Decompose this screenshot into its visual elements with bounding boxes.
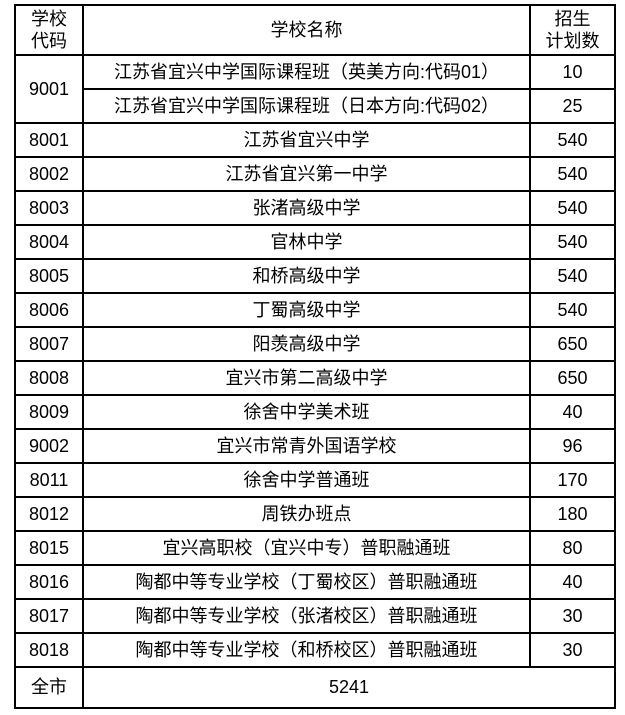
- plan-count-cell: 540: [529, 122, 616, 158]
- table-row: 8009 徐舍中学美术班 40: [14, 394, 616, 430]
- school-code-cell: 8015: [14, 530, 84, 566]
- school-code-cell: 8012: [14, 496, 84, 532]
- table-row: 江苏省宜兴中学国际课程班（日本方向:代码02） 25: [15, 88, 616, 124]
- plan-count-cell: 170: [529, 462, 616, 498]
- school-name-cell: 阳羡高级中学: [82, 326, 531, 362]
- school-code-cell: 9001: [14, 54, 84, 124]
- school-name-cell: 丁蜀高级中学: [82, 292, 531, 328]
- plan-count-cell: 180: [529, 496, 616, 532]
- plan-count-cell: 650: [529, 326, 616, 362]
- school-code-cell: 8018: [14, 632, 84, 668]
- school-code-cell: 8001: [14, 122, 84, 158]
- school-code-cell: 9002: [14, 428, 84, 464]
- plan-count-cell: 540: [529, 156, 616, 192]
- table-row: 8005 和桥高级中学 540: [14, 258, 616, 294]
- header-plan-count-line2: 计划数: [545, 31, 600, 51]
- header-school-code-line1: 学校: [31, 8, 67, 29]
- school-code-cell: 8005: [14, 258, 84, 294]
- plan-count-cell: 540: [529, 292, 616, 328]
- plan-count-cell: 540: [529, 190, 616, 226]
- plan-count-cell: 650: [529, 360, 616, 396]
- table-row: 8007 阳羡高级中学 650: [14, 326, 616, 362]
- school-code-cell: 8003: [14, 190, 84, 226]
- table-row: 8003 张渚高级中学 540: [14, 190, 616, 226]
- plan-count-cell: 96: [529, 428, 616, 464]
- school-code-cell: 8008: [14, 360, 84, 396]
- school-name-cell: 宜兴市常青外国语学校: [82, 428, 531, 464]
- school-name-cell: 陶都中等专业学校（张渚校区）普职融通班: [82, 598, 531, 634]
- plan-count-cell: 25: [529, 88, 616, 124]
- table-row: 8011 徐舍中学普通班 170: [14, 462, 616, 498]
- school-code-cell: 8006: [14, 292, 84, 328]
- table-footer-row: 全市 5241: [14, 666, 616, 709]
- plan-count-cell: 540: [529, 258, 616, 294]
- school-name-cell: 宜兴高职校（宜兴中专）普职融通班: [82, 530, 531, 566]
- header-plan-count: 招生 计划数: [529, 4, 616, 56]
- admission-plan-table: 学校 代码 学校名称 招生 计划数 9001 江苏省宜兴中学国际课程班（英美方向…: [14, 4, 616, 709]
- table-row: 8002 江苏省宜兴第一中学 540: [14, 156, 616, 192]
- plan-count-cell: 40: [529, 564, 616, 600]
- school-code-cell: 8016: [14, 564, 84, 600]
- school-name-cell: 徐舍中学美术班: [82, 394, 531, 430]
- school-code-cell: 8009: [14, 394, 84, 430]
- school-code-cell: 8002: [14, 156, 84, 192]
- school-code-cell: 8004: [14, 224, 84, 260]
- plan-count-cell: 30: [529, 632, 616, 668]
- school-code-cell: 8011: [14, 462, 84, 498]
- plan-count-cell: 30: [529, 598, 616, 634]
- header-school-code-line2: 代码: [31, 31, 67, 51]
- plan-count-cell: 10: [529, 54, 616, 90]
- school-code-cell: 8017: [14, 598, 84, 634]
- plan-count-cell: 40: [529, 394, 616, 430]
- school-name-cell: 江苏省宜兴中学国际课程班（英美方向:代码01）: [82, 54, 531, 90]
- plan-count-cell: 540: [529, 224, 616, 260]
- header-school-name: 学校名称: [82, 4, 531, 56]
- school-name-cell: 徐舍中学普通班: [82, 462, 531, 498]
- footer-label-cell: 全市: [14, 666, 84, 709]
- plan-count-cell: 80: [529, 530, 616, 566]
- school-name-cell: 官林中学: [82, 224, 531, 260]
- table-row: 8008 宜兴市第二高级中学 650: [14, 360, 616, 396]
- school-name-cell: 宜兴市第二高级中学: [82, 360, 531, 396]
- school-name-cell: 江苏省宜兴第一中学: [82, 156, 531, 192]
- school-name-cell: 周铁办班点: [82, 496, 531, 532]
- table-row: 8004 官林中学 540: [14, 224, 616, 260]
- table-row: 8006 丁蜀高级中学 540: [14, 292, 616, 328]
- school-name-cell: 江苏省宜兴中学: [82, 122, 531, 158]
- table-row: 8017 陶都中等专业学校（张渚校区）普职融通班 30: [14, 598, 616, 634]
- table-row: 8012 周铁办班点 180: [14, 496, 616, 532]
- table-header-row: 学校 代码 学校名称 招生 计划数: [14, 4, 616, 56]
- school-name-cell: 张渚高级中学: [82, 190, 531, 226]
- school-name-cell: 陶都中等专业学校（和桥校区）普职融通班: [82, 632, 531, 668]
- school-name-cell: 陶都中等专业学校（丁蜀校区）普职融通班: [82, 564, 531, 600]
- table-row: 8016 陶都中等专业学校（丁蜀校区）普职融通班 40: [14, 564, 616, 600]
- school-name-cell: 和桥高级中学: [82, 258, 531, 294]
- table-row: 8015 宜兴高职校（宜兴中专）普职融通班 80: [14, 530, 616, 566]
- table-row: 9002 宜兴市常青外国语学校 96: [14, 428, 616, 464]
- school-code-cell: 8007: [14, 326, 84, 362]
- table-row: 8001 江苏省宜兴中学 540: [14, 122, 616, 158]
- table-row: 9001 江苏省宜兴中学国际课程班（英美方向:代码01） 10: [14, 54, 616, 124]
- header-school-code: 学校 代码: [14, 4, 84, 56]
- table-row: 8018 陶都中等专业学校（和桥校区）普职融通班 30: [14, 632, 616, 668]
- header-plan-count-line1: 招生: [554, 8, 591, 29]
- footer-total-cell: 5241: [82, 666, 616, 709]
- school-name-cell: 江苏省宜兴中学国际课程班（日本方向:代码02）: [82, 88, 531, 124]
